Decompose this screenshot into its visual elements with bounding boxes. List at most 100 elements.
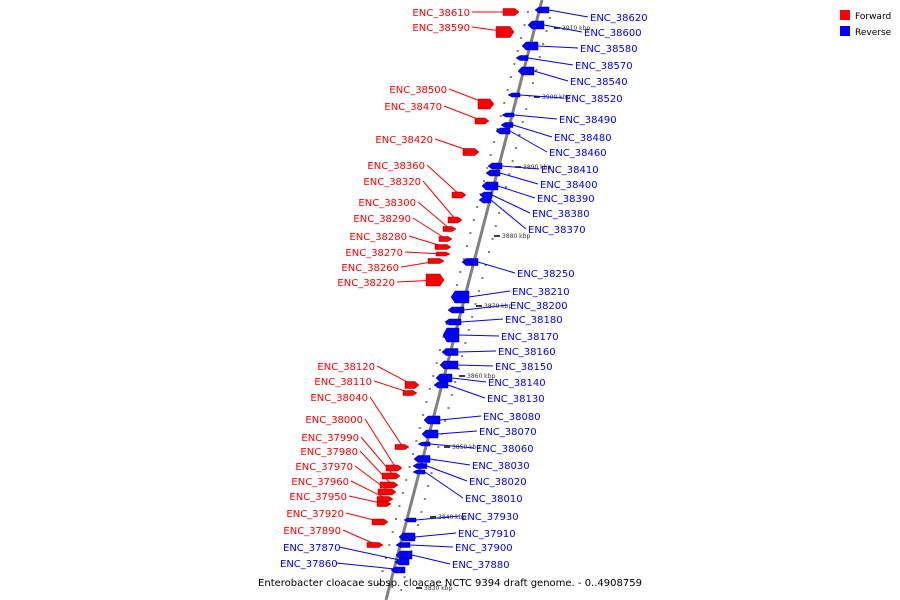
reverse-gene-leader: [537, 45, 579, 49]
forward-gene: ENC_38590: [412, 23, 515, 38]
forward-gene-leader: [350, 480, 388, 500]
forward-gene-arrow: [376, 496, 394, 502]
reverse-gene-arrow: [479, 191, 493, 199]
kbp-label: 3880 kbp: [502, 233, 530, 240]
reverse-gene-label: ENC_38010: [465, 494, 523, 505]
reverse-gene-arrow: [515, 55, 529, 61]
reverse-gene-leader: [477, 261, 516, 274]
reverse-gene: ENC_38150: [439, 360, 553, 373]
reverse-gene-arrow: [478, 196, 492, 204]
reverse-gene: ENC_38170: [442, 327, 559, 343]
reverse-gene-label: ENC_38490: [559, 115, 617, 126]
reverse-gene-label: ENC_37910: [458, 529, 516, 540]
reverse-gene: ENC_38130: [433, 381, 545, 405]
forward-gene-arrow: [477, 98, 495, 110]
legend-label: Reverse: [855, 28, 892, 38]
reverse-gene-label: ENC_38570: [575, 61, 633, 72]
forward-gene-label: ENC_38270: [345, 248, 403, 259]
reverse-gene-arrow: [501, 112, 515, 118]
reverse-gene-label: ENC_38080: [483, 412, 541, 423]
reverse-gene-leader: [458, 334, 500, 337]
reverse-gene-label: ENC_38520: [565, 94, 623, 105]
reverse-gene-leader: [533, 70, 569, 82]
forward-gene-label: ENC_37890: [283, 526, 341, 537]
forward-gene-label: ENC_38360: [367, 161, 425, 172]
forward-gene: ENC_38470: [384, 102, 490, 125]
reverse-gene-label: ENC_37930: [461, 512, 519, 523]
forward-gene: ENC_38420: [375, 135, 480, 156]
reverse-gene-label: ENC_38390: [537, 194, 595, 205]
reverse-gene-label: ENC_37870: [283, 543, 341, 554]
reverse-gene-arrow: [394, 558, 410, 566]
reverse-gene: ENC_38580: [521, 41, 638, 55]
forward-gene: ENC_38610: [412, 8, 520, 19]
reverse-gene: ENC_38370: [478, 196, 586, 236]
forward-gene-leader: [369, 396, 404, 448]
reverse-gene-arrow: [441, 348, 459, 356]
reverse-gene-arrow: [450, 290, 470, 304]
forward-gene-label: ENC_38000: [305, 415, 363, 426]
legend-label: Forward: [855, 12, 891, 22]
reverse-gene-arrow: [444, 318, 462, 326]
forward-gene: ENC_38110: [314, 377, 418, 396]
reverse-gene-label: ENC_38460: [549, 148, 607, 159]
forward-gene: ENC_38270: [345, 248, 451, 259]
forward-gene: ENC_37950: [289, 492, 392, 507]
forward-gene: ENC_38040: [310, 393, 410, 450]
reverse-gene-leader: [499, 172, 539, 185]
reverse-gene: ENC_38080: [423, 412, 541, 425]
forward-gene-arrow: [379, 481, 399, 489]
reverse-gene-label: ENC_38070: [479, 427, 537, 438]
reverse-gene-label: ENC_37860: [280, 559, 338, 570]
kbp-label: 3910 kbp: [562, 25, 590, 32]
reverse-gene: ENC_38020: [412, 463, 527, 488]
reverse-gene-label: ENC_38130: [487, 394, 545, 405]
kbp-label: 3890 kbp: [523, 164, 551, 171]
forward-gene-arrow: [447, 216, 463, 224]
reverse-gene-arrow: [439, 360, 459, 370]
reverse-gene-leader: [451, 377, 487, 383]
forward-gene-label: ENC_37960: [291, 477, 349, 488]
reverse-gene-leader: [543, 24, 583, 33]
forward-gene-label: ENC_38120: [317, 362, 375, 373]
reverse-gene-label: ENC_38600: [584, 28, 642, 39]
reverse-gene-label: ENC_38180: [505, 315, 563, 326]
legend-swatch: [840, 26, 850, 36]
forward-gene-leader: [412, 217, 447, 240]
reverse-gene: ENC_38600: [527, 20, 642, 39]
reverse-gene-arrow: [517, 66, 535, 76]
reverse-gene-leader: [527, 57, 574, 66]
reverse-gene: ENC_37880: [395, 550, 510, 571]
reverse-gene-leader: [426, 465, 468, 482]
reverse-gene-label: ENC_38150: [495, 362, 553, 373]
reverse-gene-leader: [497, 185, 536, 199]
forward-gene-arrow: [425, 273, 445, 287]
reverse-gene-label: ENC_38410: [541, 165, 599, 176]
reverse-gene-arrow: [433, 381, 449, 389]
forward-gene-arrow: [495, 26, 515, 38]
kbp-label: 3840 kbp: [438, 514, 466, 521]
reverse-gene-label: ENC_38380: [532, 209, 590, 220]
reverse-gene-label: ENC_38540: [570, 77, 628, 88]
forward-gene-label: ENC_38280: [349, 232, 407, 243]
reverse-gene-label: ENC_37880: [452, 560, 510, 571]
reverse-gene: ENC_38250: [461, 258, 575, 280]
forward-gene: ENC_38260: [341, 258, 445, 274]
reverse-gene: ENC_38480: [500, 122, 612, 144]
forward-gene-arrow: [381, 472, 401, 480]
forward-gene-label: ENC_38290: [353, 214, 411, 225]
reverse-gene-leader: [437, 430, 478, 435]
genome-caption: Enterobacter cloacae subsp. cloacae NCTC…: [258, 578, 642, 589]
kbp-label: 3860 kbp: [467, 373, 495, 380]
reverse-gene: ENC_37900: [395, 542, 513, 554]
kbp-label: 3830 kbp: [424, 585, 452, 592]
forward-gene-label: ENC_38470: [384, 102, 442, 113]
reverse-gene-arrow: [500, 122, 514, 128]
reverse-gene-label: ENC_38160: [498, 347, 556, 358]
reverse-gene: ENC_38060: [417, 441, 534, 455]
forward-gene-arrow: [376, 501, 392, 507]
forward-gene-label: ENC_38300: [358, 198, 416, 209]
forward-gene-label: ENC_37980: [300, 447, 358, 458]
reverse-gene-label: ENC_38030: [472, 461, 530, 472]
